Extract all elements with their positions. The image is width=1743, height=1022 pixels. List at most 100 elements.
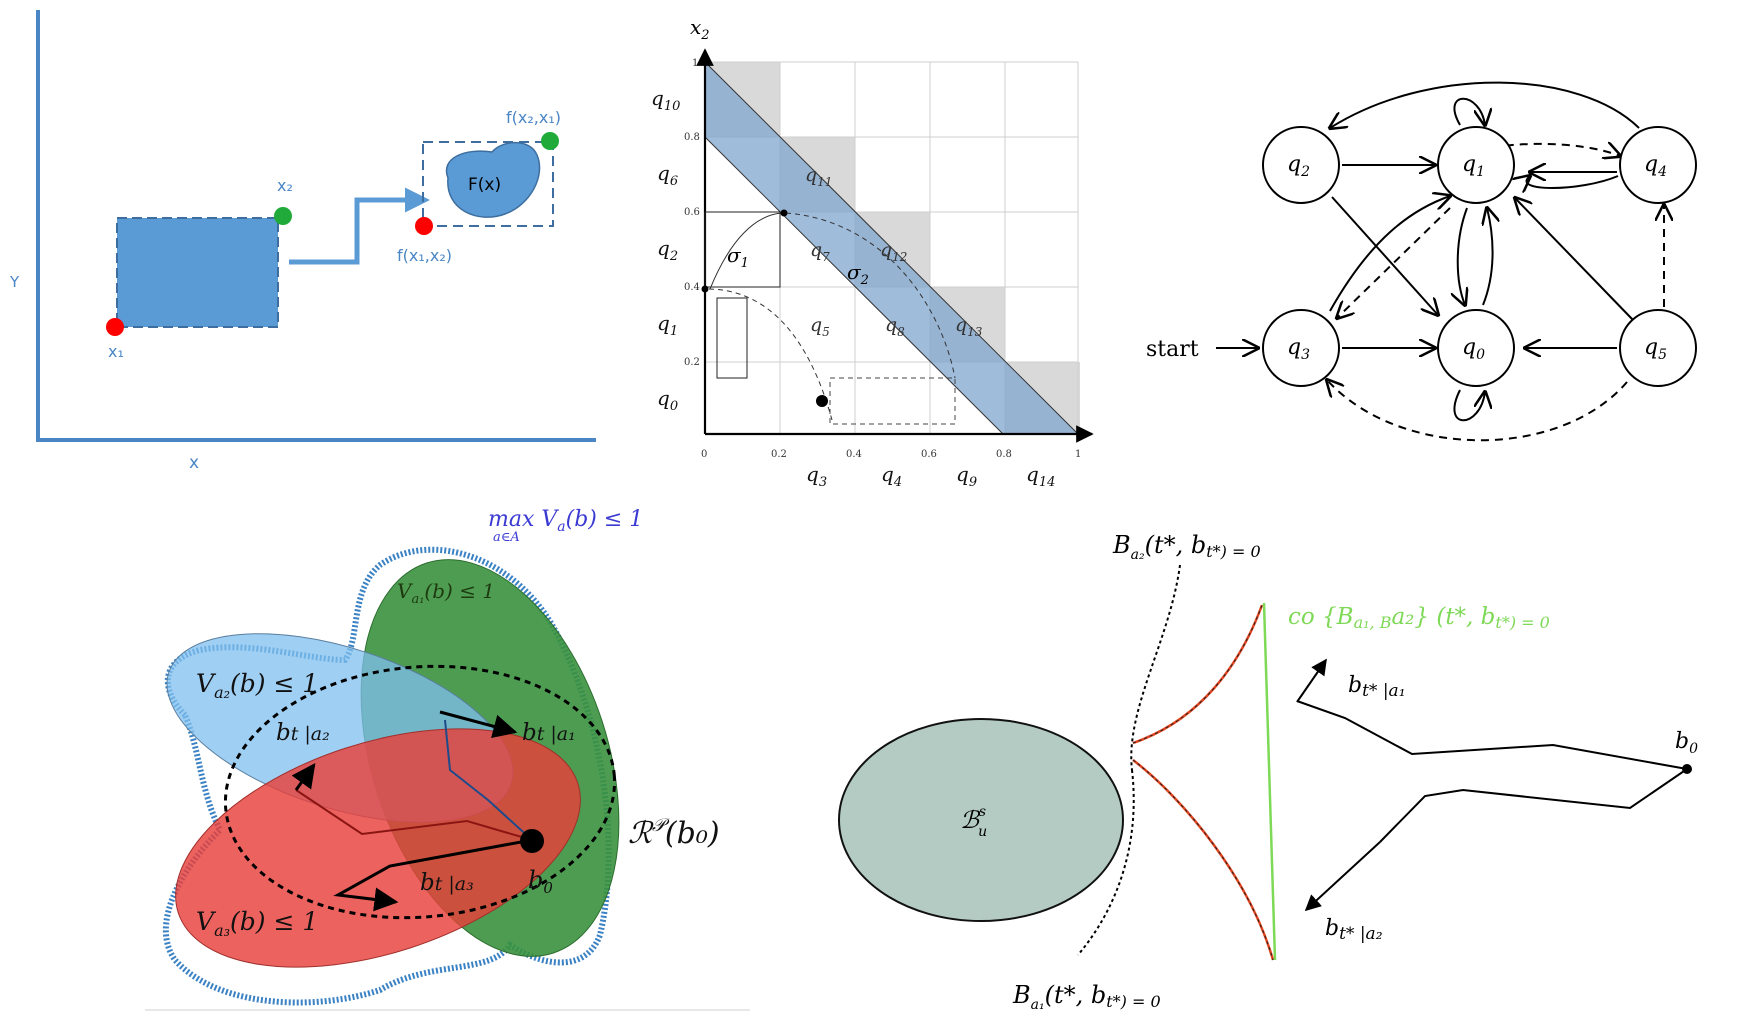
x-tick-labels: 0 0.2 0.4 0.6 0.8 1 xyxy=(701,449,1081,460)
ba2-dotted xyxy=(1130,564,1181,771)
svg-text:q5: q5 xyxy=(810,314,830,339)
node-q0: q0 xyxy=(1437,309,1515,387)
fx-label: F(x) xyxy=(468,175,501,195)
svg-text:q8: q8 xyxy=(885,314,905,339)
b0-label-right: b0 xyxy=(1675,729,1698,757)
svg-text:q13: q13 xyxy=(955,314,983,339)
ba1-label: Ba₁(t*, bt*) = 0 xyxy=(1012,981,1161,1013)
safe-set xyxy=(838,718,1124,922)
svg-text:q0: q0 xyxy=(657,386,678,414)
svg-text:q2: q2 xyxy=(657,236,678,264)
f-x1x2-label: f(x₁,x₂) xyxy=(397,246,452,265)
svg-text:q0: q0 xyxy=(1462,335,1485,363)
svg-text:0.4: 0.4 xyxy=(684,282,700,293)
trajectory-lower xyxy=(1379,768,1688,843)
x1-point xyxy=(106,318,124,336)
panel-reachable-set: max Va(b) ≤ 1 a∈A Va₁(b) ≤ 1 Va₂(b) ≤ 1 … xyxy=(145,507,750,1011)
x1-label: x₁ xyxy=(108,342,124,361)
x-axis-label: x xyxy=(189,453,199,473)
svg-text:q3: q3 xyxy=(1287,335,1310,363)
svg-text:q1: q1 xyxy=(1462,152,1485,180)
y-axis-title: x2 xyxy=(690,15,710,43)
automaton-edges xyxy=(1216,81,1664,442)
bt-a2-label: bt |a₂ xyxy=(276,720,330,746)
point-a xyxy=(701,285,709,293)
svg-text:0.2: 0.2 xyxy=(771,449,787,460)
arrow-a2 xyxy=(291,763,316,791)
upper-red-dash xyxy=(1132,604,1263,744)
traj-green xyxy=(444,719,533,841)
sigma1-label: σ1 xyxy=(727,243,749,271)
solid-curve xyxy=(709,212,783,290)
va1-label: Va₁(b) ≤ 1 xyxy=(397,579,495,607)
x2-point xyxy=(274,207,292,225)
trajectory-upper xyxy=(1296,700,1688,770)
panel-input-output-box: Y x x₁ x₂ F(x) f(x₁,x₂) f(x₂,x₁) xyxy=(9,10,596,473)
ba2-label: Ba₂(t*, bt*) = 0 xyxy=(1112,531,1261,563)
point-b xyxy=(780,209,788,217)
max-label: max Va(b) ≤ 1 xyxy=(488,507,643,535)
svg-text:q2: q2 xyxy=(1287,152,1310,180)
arrow-lower xyxy=(1304,841,1381,912)
svg-text:q14: q14 xyxy=(1026,462,1055,490)
arrow-a1 xyxy=(439,710,518,739)
bts-a2-label: bt* |a₂ xyxy=(1325,916,1383,944)
y-tick-labels: 0.2 0.4 0.6 0.8 1 xyxy=(684,58,700,368)
f-x2x1-point xyxy=(541,132,559,150)
va3-region xyxy=(175,728,581,968)
f-x1x2-point xyxy=(415,217,433,235)
small-box xyxy=(716,297,748,379)
svg-text:1: 1 xyxy=(692,58,698,69)
sigma2-label: σ2 xyxy=(847,260,869,288)
svg-text:q3: q3 xyxy=(806,462,827,490)
svg-text:0: 0 xyxy=(701,449,707,460)
point-c xyxy=(816,395,828,407)
svg-text:0.2: 0.2 xyxy=(684,357,700,368)
va2-label: Va₂(b) ≤ 1 xyxy=(196,669,318,702)
fx-blob xyxy=(445,141,541,218)
input-box xyxy=(116,217,279,328)
svg-text:q9: q9 xyxy=(956,462,977,490)
reach-label: ℛ𝒫(b₀) xyxy=(628,815,720,851)
svg-text:0.8: 0.8 xyxy=(996,449,1012,460)
svg-text:0.4: 0.4 xyxy=(846,449,862,460)
b0-dot xyxy=(520,829,544,853)
svg-text:q4: q4 xyxy=(1644,152,1667,180)
output-box xyxy=(422,141,554,227)
bt-a3-label: bt |a₃ xyxy=(420,870,474,896)
start-label: start xyxy=(1146,337,1199,362)
node-q3: q3 xyxy=(1262,309,1340,387)
b0-label: b0 xyxy=(528,866,553,897)
svg-text:1: 1 xyxy=(1075,449,1081,460)
b0-point xyxy=(1682,764,1692,774)
upper-red-curve xyxy=(1132,604,1264,745)
dashed-box xyxy=(829,377,956,425)
f-x2x1-label: f(x₂,x₁) xyxy=(506,108,561,127)
convex-hull-line xyxy=(1262,602,1277,961)
svg-text:0.6: 0.6 xyxy=(684,207,700,218)
cell-labels: q11 q7 q12 q5 q8 q13 xyxy=(805,164,983,339)
svg-text:q10: q10 xyxy=(651,86,680,114)
safe-set-label: ℬs u xyxy=(960,804,987,840)
arrow-a3 xyxy=(333,838,533,912)
svg-text:0.8: 0.8 xyxy=(684,132,700,143)
traj-red xyxy=(295,789,533,841)
sigma1-box xyxy=(704,211,781,288)
panel-grid-abstraction: x2 0 0.2 0.4 0.6 0.8 1 0.2 0.4 0.6 0.8 1… xyxy=(651,15,1094,490)
lower-red-curve xyxy=(1132,759,1275,961)
panel-barrier: ℬs u Ba₂(t*, bt*) = 0 Ba₁(t*, bt*) = 0 co… xyxy=(838,531,1698,1013)
svg-text:q11: q11 xyxy=(805,164,832,189)
va3-label: Va₃(b) ≤ 1 xyxy=(196,907,318,940)
svg-text:q6: q6 xyxy=(657,161,678,189)
bts-a1-label: bt* |a₁ xyxy=(1348,673,1406,701)
dashed-curve-2 xyxy=(785,212,956,379)
map-arrow xyxy=(289,187,430,265)
reach-dashed xyxy=(223,664,617,920)
svg-text:0.6: 0.6 xyxy=(921,449,937,460)
svg-text:q4: q4 xyxy=(881,462,902,490)
arrow-upper xyxy=(1296,658,1327,703)
panel-automaton: q2 q1 q4 q3 q0 q5 start xyxy=(1146,81,1697,442)
row-labels: q10 q6 q2 q1 q0 xyxy=(651,86,680,414)
node-q5: q5 xyxy=(1619,309,1697,387)
